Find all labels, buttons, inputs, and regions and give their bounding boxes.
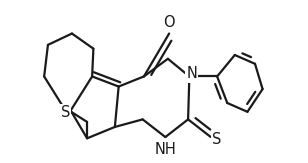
- Text: NH: NH: [155, 142, 176, 157]
- Text: S: S: [61, 105, 70, 120]
- Text: S: S: [212, 132, 221, 147]
- Text: O: O: [163, 15, 175, 30]
- Text: N: N: [186, 67, 197, 82]
